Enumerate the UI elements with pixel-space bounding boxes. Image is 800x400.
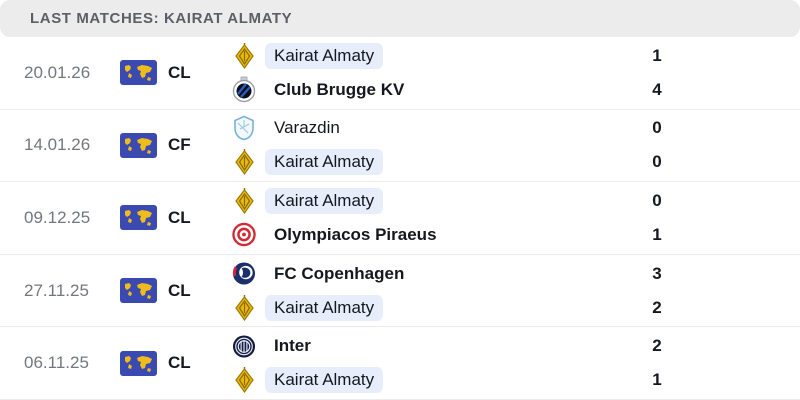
competition-code: CL xyxy=(168,62,191,82)
team-line: Varazdin 0 xyxy=(232,113,800,144)
kairat-almaty-logo xyxy=(232,42,256,69)
team-score: 2 xyxy=(652,336,662,356)
team-line: Kairat Almaty 0 xyxy=(232,185,800,216)
team-name: Olympiacos Piraeus xyxy=(274,224,437,244)
match-date: 14.01.26 xyxy=(24,135,91,155)
team-line: Kairat Almaty 1 xyxy=(232,40,800,71)
match-teams: Inter 2 Kairat Almaty 1 xyxy=(232,331,800,396)
team-line: Inter 2 xyxy=(232,331,800,362)
team-score: 0 xyxy=(652,118,662,138)
team-name: Inter xyxy=(274,336,311,356)
competition-code: CL xyxy=(168,280,191,300)
team-name: Varazdin xyxy=(274,118,340,138)
team-line: Kairat Almaty 2 xyxy=(232,292,800,323)
match-date: 09.12.25 xyxy=(24,207,91,227)
match-teams: Kairat Almaty 1 Club Brugge KV 4 xyxy=(232,40,800,105)
competition: CL xyxy=(120,278,232,304)
club-brugge-logo xyxy=(232,76,256,103)
match-teams: Varazdin 0 Kairat Almaty 0 xyxy=(232,113,800,178)
match-row[interactable]: 06.11.25 CL Inter 2 Kairat Alma xyxy=(0,327,800,400)
competition-code: CF xyxy=(168,135,191,155)
widget-title: LAST MATCHES: KAIRAT ALMATY xyxy=(30,10,293,27)
competition: CF xyxy=(120,132,232,158)
match-list: 20.01.26 CL Kairat Almaty 1 Clu xyxy=(0,37,800,400)
competition-code: CL xyxy=(168,353,191,373)
inter-logo xyxy=(232,334,256,359)
team-name: Kairat Almaty xyxy=(265,367,384,394)
team-line: Kairat Almaty 1 xyxy=(232,365,800,396)
world-flag-icon xyxy=(120,205,157,231)
match-row[interactable]: 20.01.26 CL Kairat Almaty 1 Clu xyxy=(0,37,800,110)
team-name: Kairat Almaty xyxy=(265,149,384,176)
team-score: 0 xyxy=(652,190,662,210)
match-teams: Kairat Almaty 0 Olympiacos Piraeus 1 xyxy=(232,185,800,250)
team-score: 2 xyxy=(652,297,662,317)
world-flag-icon xyxy=(120,278,157,304)
match-date: 06.11.25 xyxy=(24,353,89,373)
competition: CL xyxy=(120,350,232,376)
team-name: Club Brugge KV xyxy=(274,79,405,99)
olympiacos-logo xyxy=(232,222,256,247)
match-row[interactable]: 27.11.25 CL FC Copenhagen 3 Kai xyxy=(0,254,800,328)
team-score: 1 xyxy=(652,45,662,65)
team-score: 0 xyxy=(652,152,662,172)
competition-code: CL xyxy=(168,207,191,227)
team-name: Kairat Almaty xyxy=(265,187,384,214)
team-score: 3 xyxy=(652,263,662,283)
fc-copenhagen-logo xyxy=(232,261,256,286)
competition: CL xyxy=(120,60,232,86)
match-row[interactable]: 09.12.25 CL Kairat Almaty 0 Oly xyxy=(0,182,800,255)
varazdin-logo xyxy=(232,115,256,141)
world-flag-icon xyxy=(120,350,157,376)
match-row[interactable]: 14.01.26 CF Varazdin 0 Kairat A xyxy=(0,109,800,183)
team-line: FC Copenhagen 3 xyxy=(232,258,800,289)
team-name: Kairat Almaty xyxy=(265,42,384,69)
kairat-almaty-logo xyxy=(232,149,256,176)
team-score: 1 xyxy=(652,370,662,390)
team-name: Kairat Almaty xyxy=(265,294,384,321)
world-flag-icon xyxy=(120,132,157,158)
match-date: 27.11.25 xyxy=(24,280,89,300)
team-line: Club Brugge KV 4 xyxy=(232,74,800,105)
competition: CL xyxy=(120,205,232,231)
team-line: Kairat Almaty 0 xyxy=(232,147,800,178)
kairat-almaty-logo xyxy=(232,294,256,321)
team-score: 4 xyxy=(652,79,662,99)
team-score: 1 xyxy=(652,224,662,244)
team-name: FC Copenhagen xyxy=(274,263,405,283)
team-line: Olympiacos Piraeus 1 xyxy=(232,219,800,250)
kairat-almaty-logo xyxy=(232,367,256,394)
kairat-almaty-logo xyxy=(232,187,256,214)
widget-header: LAST MATCHES: KAIRAT ALMATY xyxy=(0,0,800,37)
match-teams: FC Copenhagen 3 Kairat Almaty 2 xyxy=(232,258,800,323)
world-flag-icon xyxy=(120,60,157,86)
match-date: 20.01.26 xyxy=(24,62,91,82)
